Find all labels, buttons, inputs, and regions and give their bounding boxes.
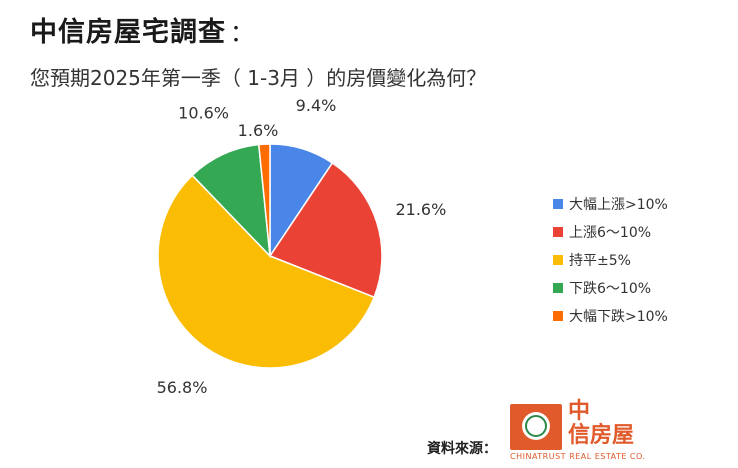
legend-swatch-4: [553, 283, 563, 293]
page-title: 中信房屋宅調查：: [30, 10, 255, 49]
title-text: 中信房屋宅調查: [30, 17, 226, 48]
title-colon: ：: [230, 19, 255, 47]
pie-slice-label-3: 56.8%: [157, 378, 208, 397]
legend-label-3: 持平±5%: [569, 253, 631, 269]
legend-item-3: 持平±5%: [553, 246, 668, 274]
pie-slice-5: [257, 143, 271, 257]
pie-slice-3: [157, 174, 376, 369]
legend-item-4: 下跌6～10%: [553, 274, 668, 302]
legend-swatch-2: [553, 227, 563, 237]
legend-label-2: 上漲6～10%: [569, 225, 652, 241]
company-logo: 中 信房屋 CHINATRUST REAL ESTATE CO.: [510, 400, 650, 462]
pie-slice-2: [268, 161, 383, 299]
logo-mark-icon: [510, 404, 562, 450]
source-label: 資料來源：: [427, 441, 497, 457]
pie-slice-label-2: 21.6%: [395, 200, 446, 219]
legend-label-5: 大幅下跌>10%: [569, 309, 668, 325]
pie-slice-label-5: 1.6%: [238, 121, 279, 140]
pie-slice-4: [191, 143, 271, 259]
legend-swatch-3: [553, 255, 563, 265]
legend-label-4: 下跌6～10%: [569, 281, 652, 297]
legend-item-5: 大幅下跌>10%: [553, 302, 668, 330]
logo-text-line2: 信房屋: [568, 423, 635, 448]
legend-item-1: 大幅上漲>10%: [553, 190, 668, 218]
legend-label-1: 大幅上漲>10%: [569, 197, 668, 213]
logo-text-line1: 中: [568, 399, 591, 424]
survey-question: 您預期2025年第一季（ 1-3月 ）的房價變化為何？: [30, 66, 487, 90]
pie-slice-label-4: 10.6%: [178, 104, 229, 123]
pie-slice-label-1: 9.4%: [296, 96, 337, 115]
chart-legend: 大幅上漲>10% 上漲6～10% 持平±5% 下跌6～10% 大幅下跌>10%: [553, 190, 668, 330]
legend-swatch-5: [553, 311, 563, 321]
logo-english-text: CHINATRUST REAL ESTATE CO.: [510, 452, 646, 461]
legend-item-2: 上漲6～10%: [553, 218, 668, 246]
legend-swatch-1: [553, 199, 563, 209]
